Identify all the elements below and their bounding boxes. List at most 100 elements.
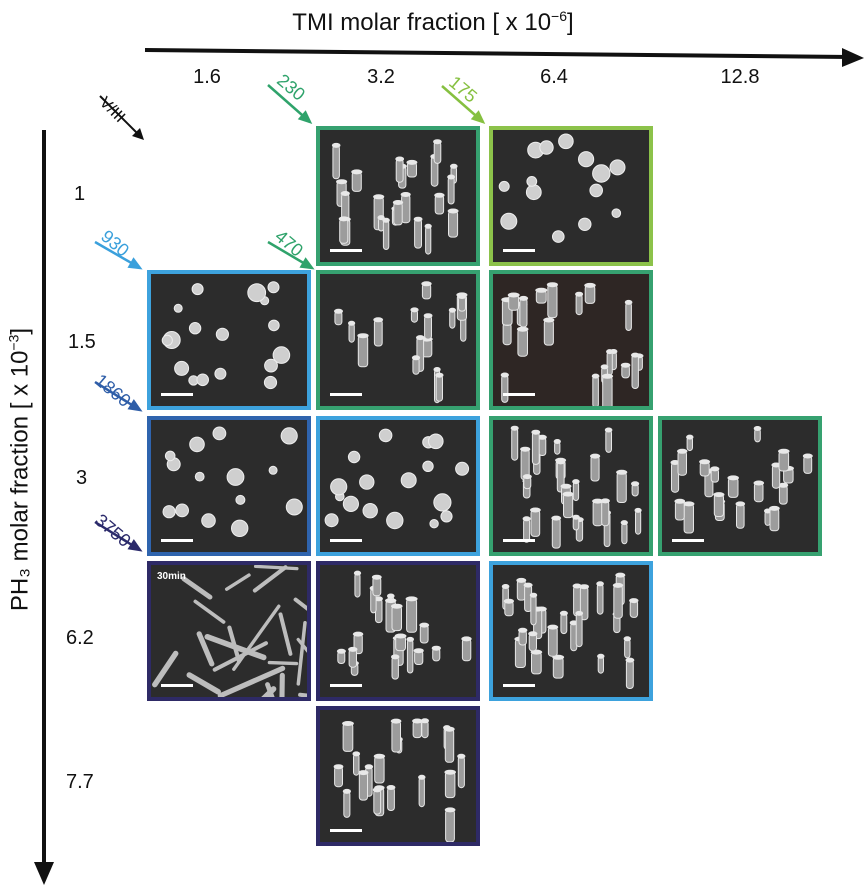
- nanowire-cap: [590, 453, 601, 459]
- nanoparticle: [285, 498, 303, 516]
- nanoparticle: [174, 360, 190, 376]
- sem-micrograph: [320, 274, 476, 406]
- nanowire-cap: [620, 362, 631, 368]
- x-axis-title: TMI molar fraction [ x 10−6]: [0, 8, 866, 37]
- nanowire-cap: [501, 584, 510, 589]
- nanowire-cap: [530, 507, 541, 513]
- nanowire-cap: [336, 179, 348, 185]
- nanowire-cap: [677, 448, 688, 454]
- nanowire-pillar: [625, 301, 632, 331]
- sem-image-tile: [489, 561, 653, 701]
- nanowire-cap: [631, 481, 640, 487]
- nanowire-cap: [419, 622, 430, 628]
- nanowire-pillar: [624, 638, 631, 659]
- row-label-6.2: 6.2: [66, 627, 94, 649]
- scale-bar: [503, 684, 535, 687]
- nanowire-pillar: [447, 176, 455, 205]
- sem-micrograph: [320, 130, 476, 262]
- nanowire-cap: [600, 364, 609, 370]
- nanowire-cap: [535, 287, 548, 293]
- scale-bar: [330, 684, 362, 687]
- nanowire-cap: [423, 313, 433, 319]
- nanowire-cap: [584, 282, 596, 288]
- nanowire-pillar: [419, 624, 429, 644]
- nanoparticle: [264, 358, 278, 373]
- nanowire-pillar: [575, 293, 583, 316]
- nanowire-cap: [699, 459, 711, 465]
- nanowire: [298, 692, 307, 697]
- nanowire-cap: [522, 516, 531, 522]
- nanowire-pillar: [803, 455, 813, 474]
- scale-bar: [503, 539, 535, 542]
- nanowire-cap: [338, 216, 349, 222]
- nanowire-cap: [560, 483, 572, 489]
- nanoparticle: [455, 461, 470, 476]
- nanowire-cap: [778, 482, 789, 488]
- nanowire-cap: [674, 498, 686, 504]
- nanowire-cap: [543, 317, 555, 323]
- nanowire-cap: [353, 570, 362, 576]
- nanowire-cap: [372, 787, 382, 793]
- nanoparticle: [609, 159, 626, 176]
- sem-image-tile: [316, 270, 480, 410]
- nanowire-cap: [457, 294, 467, 299]
- nanoparticle: [280, 427, 298, 445]
- nanoparticle: [272, 346, 291, 364]
- sem-image-tile: [147, 416, 311, 556]
- nanowire-pillar: [373, 789, 382, 815]
- nanowire-cap: [616, 469, 628, 475]
- viii-arrow-line: [99, 95, 140, 136]
- nanoparticle: [440, 510, 453, 523]
- nanowire-cap: [597, 653, 605, 659]
- nanowire-pillar: [601, 500, 610, 527]
- nanowire-pillar: [457, 755, 465, 789]
- nanowire-pillar: [418, 776, 425, 808]
- nanowire-cap: [802, 453, 813, 459]
- nanowire-pillar: [373, 319, 383, 347]
- sem-micrograph: [493, 130, 649, 262]
- x-axis-title-close: ]: [567, 9, 574, 36]
- ratio-arrows: [94, 84, 486, 552]
- nanowire-cap: [390, 718, 402, 724]
- scale-bar: [503, 393, 535, 396]
- nanowire-pillar: [351, 171, 362, 192]
- nanowire-pillar: [449, 309, 456, 329]
- nanoparticle: [498, 180, 510, 192]
- nanowire-pillar: [538, 436, 547, 456]
- nanowire-pillar: [517, 328, 528, 357]
- nanoparticle: [189, 436, 205, 453]
- sem-image-tile: [489, 270, 653, 410]
- nanowire-pillar: [596, 583, 604, 615]
- sem-image-tile: 30min: [147, 561, 311, 701]
- nanowire-pillar: [592, 375, 599, 406]
- nanowire-cap: [612, 582, 624, 588]
- nanowire-cap: [333, 764, 344, 770]
- scale-bar: [503, 249, 535, 252]
- nanowire-pillar: [528, 633, 538, 652]
- nanowire: [224, 573, 251, 591]
- row-label-1: 1: [74, 183, 86, 205]
- nanowire-cap: [400, 192, 411, 197]
- column-label-6.4: 6.4: [540, 66, 568, 88]
- nanowire: [279, 672, 285, 697]
- nanowire-cap: [447, 208, 459, 214]
- nanowire-pillar: [769, 507, 780, 532]
- column-label-1.6: 1.6: [193, 66, 221, 88]
- nanowire-cap: [516, 577, 527, 583]
- sem-micrograph: [320, 710, 476, 842]
- nanowire-pillar: [461, 638, 472, 662]
- nanowire-cap: [572, 479, 580, 485]
- nanoparticle: [611, 208, 622, 218]
- nanoparticle: [578, 217, 592, 232]
- nanowire-pillar: [592, 500, 603, 527]
- nanoparticle: [173, 303, 183, 313]
- nanoparticle: [500, 212, 518, 230]
- nanoparticle: [235, 494, 246, 505]
- nanowire-cap: [387, 593, 395, 599]
- nanowire-pillar: [334, 766, 344, 788]
- scale-bar: [161, 684, 193, 687]
- nanoparticle: [429, 519, 439, 529]
- nanowire-pillar: [444, 728, 455, 763]
- nanowire-cap: [523, 582, 533, 588]
- nanowire-cap: [769, 505, 780, 511]
